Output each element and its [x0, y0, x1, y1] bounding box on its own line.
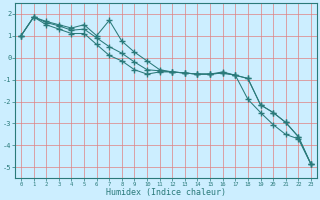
X-axis label: Humidex (Indice chaleur): Humidex (Indice chaleur) — [106, 188, 226, 197]
